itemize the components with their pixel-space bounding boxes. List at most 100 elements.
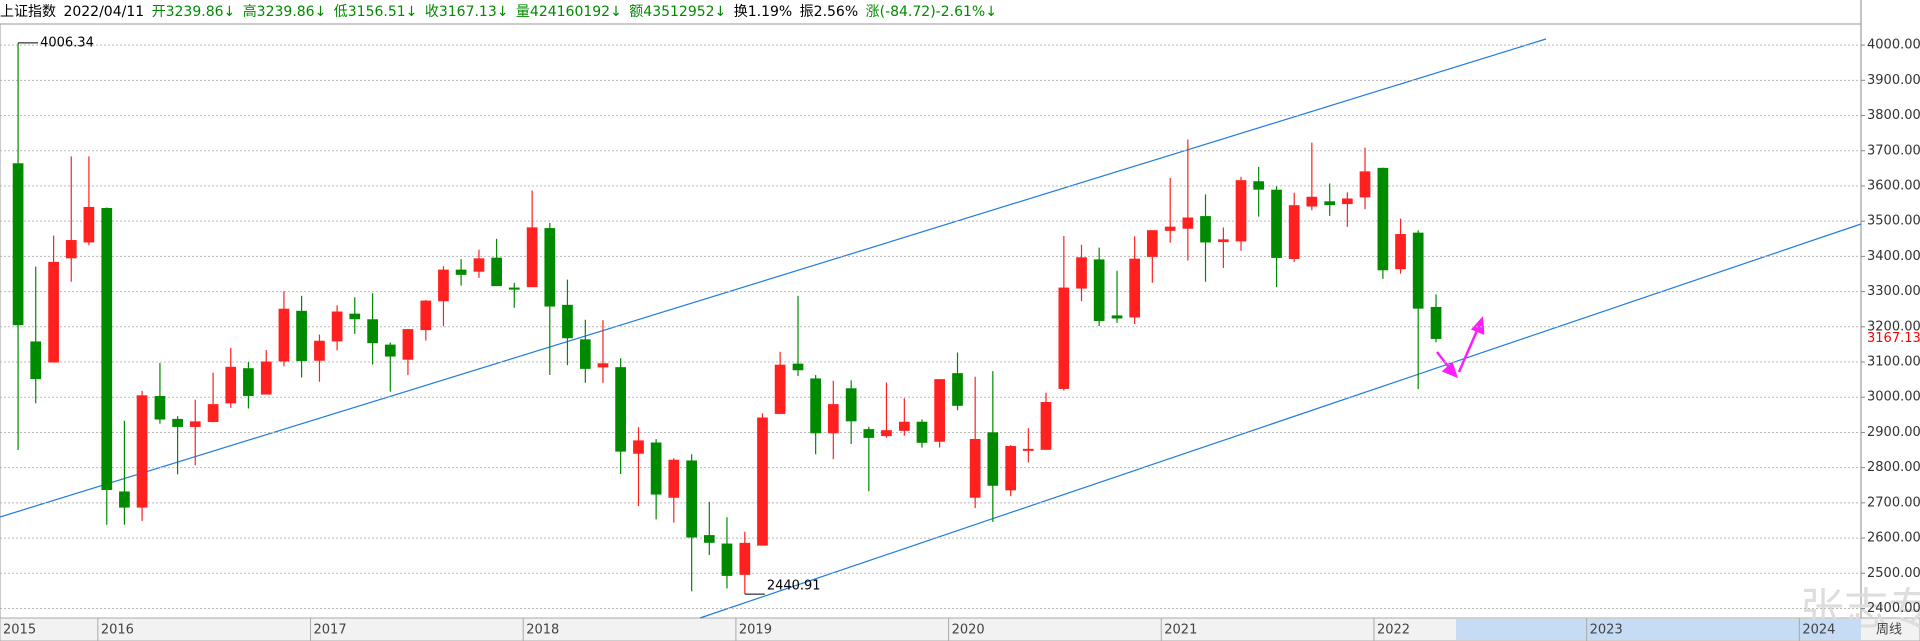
candle-body [65,240,77,259]
close: 收3167.13↓ [424,4,509,20]
candle-body [845,388,857,422]
candle-body [686,460,698,538]
candle [1324,183,1336,216]
candle [1218,227,1229,269]
candle [30,266,42,404]
candle [491,238,502,287]
x-tick-label: 2021 [1164,623,1197,638]
open: 开3239.86↓ [151,4,236,20]
candle-body [1022,448,1034,451]
candle-body [136,395,148,508]
period-label: 周线 [1876,623,1902,638]
index-name: 上证指数 [0,4,56,20]
candle-body [1324,201,1336,206]
candle-body [30,341,42,380]
candle [207,372,219,423]
candle [1395,218,1406,274]
candle-body [12,163,24,326]
candle-body [420,300,432,331]
candle-body [1359,171,1371,198]
candle-body [473,258,485,272]
candle-body [1005,446,1017,491]
candle [1200,194,1211,282]
y-tick-label: 2700.00 [1867,495,1920,510]
x-tick-label: 2019 [739,623,772,638]
candle-body [1182,217,1194,229]
candle-body [384,344,396,357]
y-tick-label: 3000.00 [1867,390,1920,405]
candle-body [207,404,219,423]
candle [1271,186,1282,288]
candle [1253,166,1265,217]
candle [739,531,751,595]
candle [1377,167,1389,279]
candle [243,362,254,409]
candle [331,305,343,351]
candle-body [172,418,183,427]
candle-body [278,308,290,362]
candle [615,358,626,474]
channel-lower [699,223,1862,619]
candle-body [189,421,201,427]
candle [83,156,95,246]
info-bar: 上证指数 2022/04/11 开3239.86↓ 高3239.86↓ 低315… [0,0,1000,24]
candle-body [739,542,751,575]
candle-body [1040,402,1052,450]
candle [686,454,698,592]
candle [1164,177,1176,243]
candle [189,399,201,466]
candle [757,413,768,546]
candle-body [757,417,768,546]
candle [1306,142,1318,211]
candle [1342,192,1353,227]
candle [863,426,875,492]
candle-body [1129,258,1141,318]
min-label: 2440.91 [767,579,821,594]
candle-body [792,363,804,371]
candle [349,297,361,334]
candle [314,334,325,382]
candle [1129,236,1141,324]
candle-body [969,438,981,498]
candle [154,363,166,424]
y-tick-label: 3100.00 [1867,355,1920,370]
candle [881,382,892,438]
candle [544,222,556,376]
candle [1359,147,1371,210]
candle [278,291,290,367]
candle [650,439,662,520]
candle-body [243,368,254,396]
candle [1288,192,1300,263]
candle [65,156,77,282]
candle-body [1164,226,1176,231]
candle [952,352,963,411]
candle-body [526,227,538,288]
candle-body [952,373,963,406]
y-tick-label: 3600.00 [1867,178,1920,193]
x-tick-label: 2022 [1377,623,1410,638]
candle-body [508,287,520,290]
candle-body [83,206,95,243]
y-tick-label: 2900.00 [1867,425,1920,440]
candle-body [1076,257,1087,289]
candle-body [1146,230,1158,257]
candle [1146,230,1158,283]
candle-body [402,329,414,360]
candle-body [1218,239,1229,243]
candle [633,427,644,507]
candle [1235,176,1247,251]
candle [136,390,148,521]
candle [473,249,485,278]
candle-body [774,364,786,414]
candle-body [349,313,361,320]
x-tick-label: 2024 [1802,623,1835,638]
candle [774,351,786,415]
candle-body [314,340,325,361]
candle [1058,235,1070,391]
candle [367,293,378,365]
candle [668,458,680,523]
candle-body [703,535,715,543]
candle-body [48,261,59,363]
y-tick-label: 3500.00 [1867,214,1920,229]
candle [597,320,609,383]
